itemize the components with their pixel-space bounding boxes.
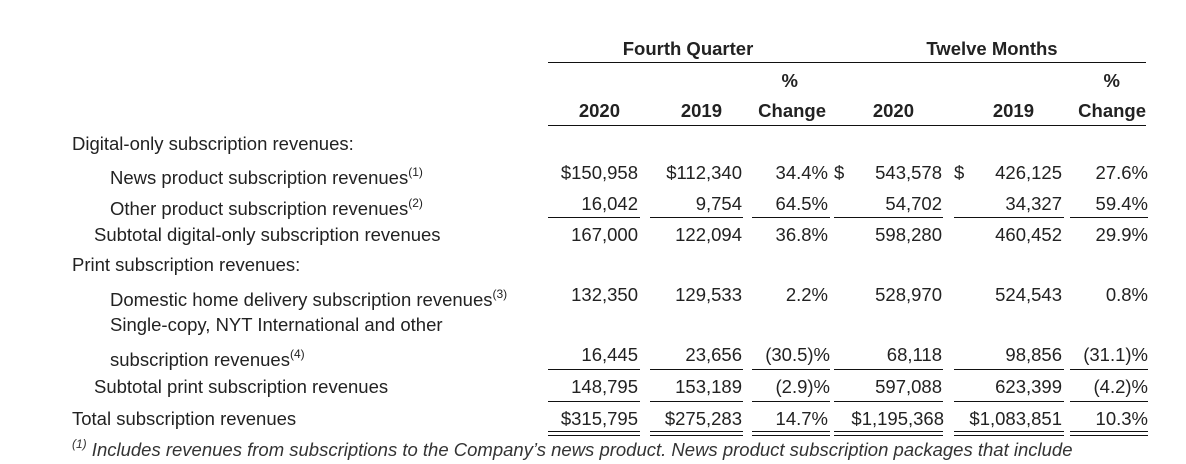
header-y-change: Change (1078, 100, 1146, 121)
cell-y-2020: 543,578 (875, 162, 942, 183)
cell-y-2020: 598,280 (875, 224, 942, 245)
row-label: subscription revenues(4) (110, 347, 305, 371)
cell-q-change: 2.2% (785, 284, 828, 305)
cell-y-2020: 54,702 (885, 193, 942, 214)
underline (834, 369, 943, 370)
underline (650, 401, 743, 402)
row-label: Domestic home delivery subscription reve… (110, 287, 508, 311)
row-label: Single-copy, NYT International and other (110, 314, 443, 335)
cell-y-change: (31.1)% (1083, 344, 1148, 365)
cell-y-2019: 524,543 (995, 284, 1062, 305)
cell-y-2019-dollar: $ (954, 162, 965, 183)
footnote: (1) Includes revenues from subscriptions… (72, 437, 1073, 461)
cell-q-2019: 23,656 (685, 344, 742, 365)
cell-y-change: 0.8% (1105, 284, 1148, 305)
header-q-2019: 2019 (680, 100, 722, 121)
cell-q-2020: $315,795 (560, 408, 638, 429)
header-bottom-rule (548, 125, 1146, 126)
underline (1070, 217, 1148, 218)
cell-y-2019: 34,327 (1005, 193, 1062, 214)
cell-q-2019: 9,754 (695, 193, 742, 214)
underline (752, 217, 830, 218)
underline (954, 217, 1064, 218)
header-y-2019: 2019 (992, 100, 1034, 121)
underline (1070, 401, 1148, 402)
underline (650, 369, 743, 370)
underline (834, 401, 943, 402)
double-underline (834, 431, 943, 436)
cell-y-2020: $1,195,368 (851, 408, 944, 429)
row-label: Subtotal digital-only subscription reven… (94, 224, 441, 245)
cell-y-2019: 623,399 (995, 376, 1062, 397)
header-pct-y: % (1103, 70, 1120, 91)
double-underline (650, 431, 743, 436)
cell-q-2020: $150,958 (560, 162, 638, 183)
cell-y-change: 59.4% (1095, 193, 1148, 214)
cell-q-2019: 153,189 (675, 376, 742, 397)
cell-q-2020: 16,042 (581, 193, 638, 214)
cell-q-2020: 167,000 (571, 224, 638, 245)
cell-q-change: (30.5)% (765, 344, 830, 365)
cell-q-2020: 132,350 (571, 284, 638, 305)
cell-y-2020-dollar: $ (834, 162, 845, 183)
double-underline (752, 431, 830, 436)
cell-y-2019: 98,856 (1005, 344, 1062, 365)
cell-y-change: 10.3% (1095, 408, 1148, 429)
cell-y-2020: 597,088 (875, 376, 942, 397)
header-q-2020: 2020 (578, 100, 620, 121)
double-underline (548, 431, 640, 436)
cell-y-2019: 460,452 (995, 224, 1062, 245)
underline (548, 401, 640, 402)
cell-q-change: (2.9)% (775, 376, 831, 397)
cell-q-change: 34.4% (775, 162, 828, 183)
cell-y-2019: $1,083,851 (969, 408, 1062, 429)
cell-y-2019: 426,125 (995, 162, 1062, 183)
header-rule (548, 62, 1146, 63)
double-underline (954, 431, 1064, 436)
row-label: Digital-only subscription revenues: (72, 133, 354, 154)
double-underline (1070, 431, 1148, 436)
row-label: Total subscription revenues (72, 408, 297, 429)
underline (954, 369, 1064, 370)
row-label: Subtotal print subscription revenues (94, 376, 389, 397)
row-label: Other product subscription revenues(2) (110, 196, 423, 220)
cell-q-2020: 148,795 (571, 376, 638, 397)
cell-q-2019: 122,094 (675, 224, 742, 245)
underline (650, 217, 743, 218)
cell-q-2020: 16,445 (581, 344, 638, 365)
cell-q-2019: $112,340 (666, 162, 742, 183)
header-twelve-months: Twelve Months (926, 38, 1058, 59)
header-q-change: Change (758, 100, 826, 121)
row-label: News product subscription revenues(1) (110, 165, 423, 189)
header-pct-q: % (781, 70, 798, 91)
cell-q-change: 36.8% (775, 224, 828, 245)
cell-q-change: 14.7% (775, 408, 828, 429)
cell-q-change: 64.5% (775, 193, 828, 214)
cell-y-change: 29.9% (1095, 224, 1148, 245)
cell-y-change: 27.6% (1095, 162, 1148, 183)
header-fourth-quarter: Fourth Quarter (622, 38, 754, 59)
underline (752, 369, 830, 370)
underline (752, 401, 830, 402)
underline (548, 369, 640, 370)
cell-y-2020: 528,970 (875, 284, 942, 305)
cell-q-2019: $275,283 (664, 408, 742, 429)
row-label: Print subscription revenues: (72, 254, 301, 275)
cell-q-2019: 129,533 (675, 284, 742, 305)
underline (954, 401, 1064, 402)
header-y-2020: 2020 (872, 100, 914, 121)
cell-y-2020: 68,118 (886, 344, 942, 365)
underline (1070, 369, 1148, 370)
underline (834, 217, 943, 218)
cell-y-change: (4.2)% (1093, 376, 1149, 397)
underline (548, 217, 640, 218)
